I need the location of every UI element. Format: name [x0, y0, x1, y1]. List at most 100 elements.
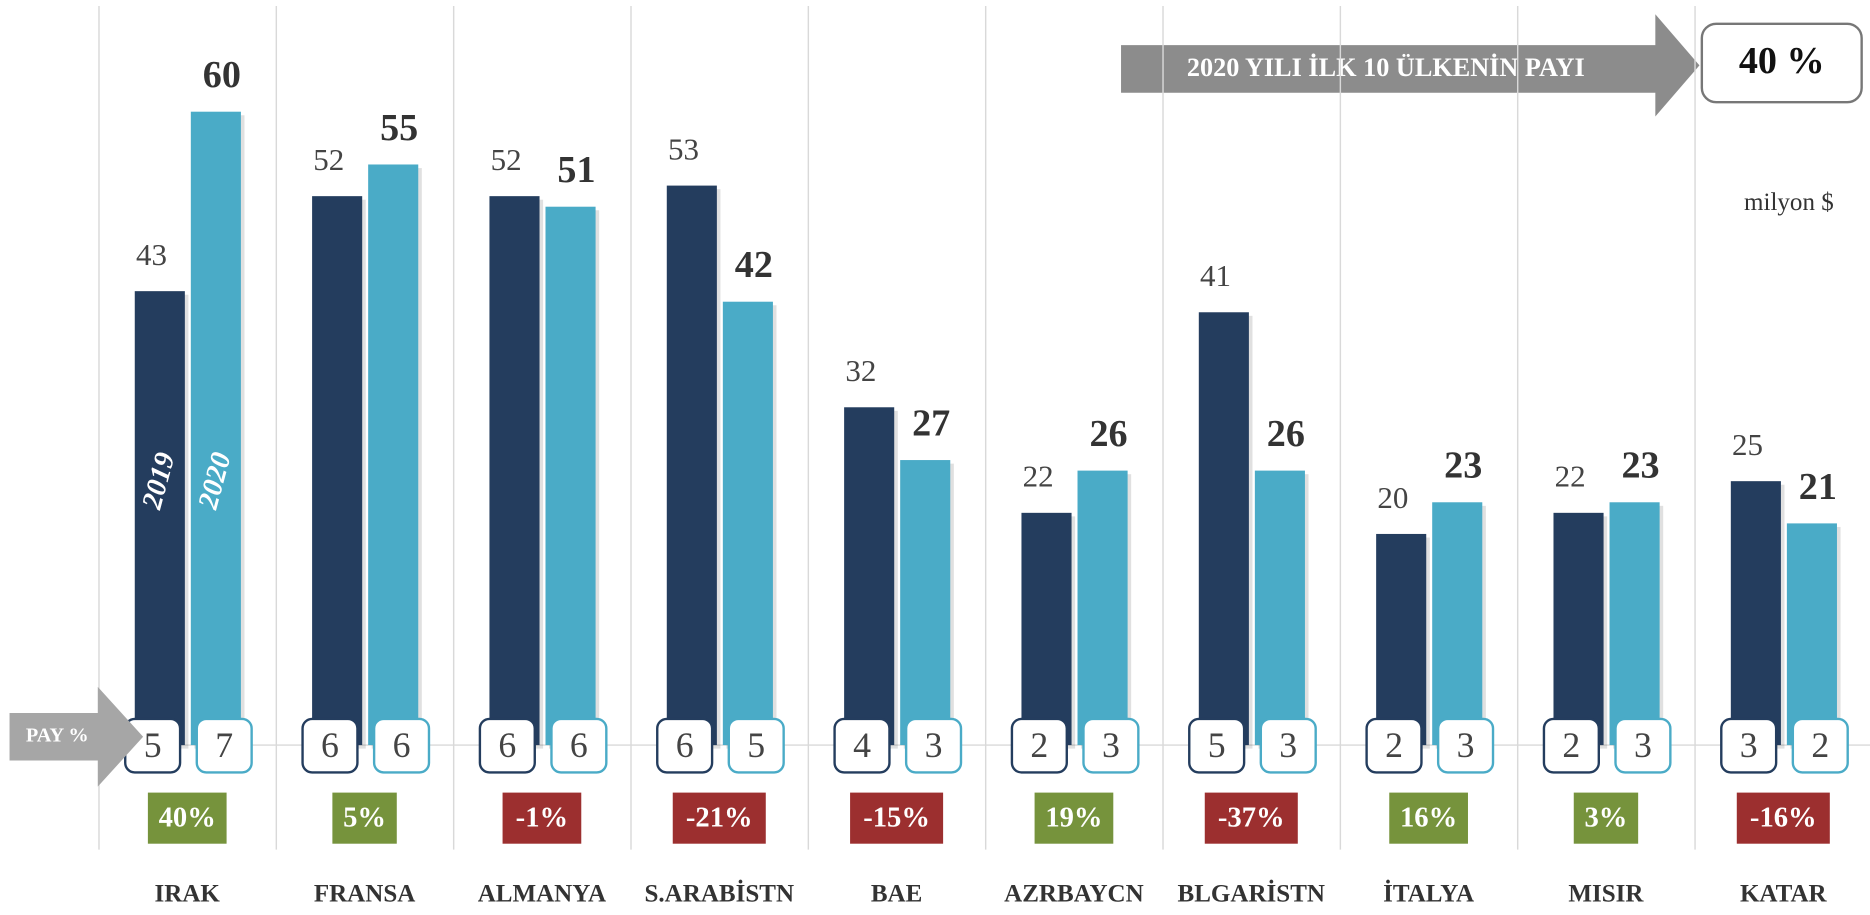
change-label: 3% — [1584, 803, 1627, 834]
share-box — [656, 717, 714, 774]
share-box — [1791, 717, 1849, 774]
bar — [134, 291, 185, 746]
bar — [190, 111, 241, 746]
change-label: -16% — [1750, 803, 1817, 834]
bar — [545, 206, 596, 746]
share-value: 3 — [1634, 725, 1652, 765]
value-label: 23 — [1621, 445, 1659, 487]
headline-arrow — [1121, 14, 1700, 117]
bar — [368, 164, 419, 746]
value-label: 26 — [1089, 413, 1127, 455]
change-box — [147, 792, 227, 844]
headline-box — [1700, 22, 1863, 104]
change-label: -15% — [863, 803, 930, 834]
share-value: 5 — [1208, 725, 1226, 765]
share-box — [301, 717, 359, 774]
share-value: 7 — [215, 725, 233, 765]
share-box — [1614, 717, 1672, 774]
category-label: MISIR — [1568, 881, 1644, 908]
bar — [1254, 470, 1305, 746]
unit-label: milyon $ — [1744, 189, 1834, 216]
bar — [1553, 512, 1604, 746]
value-label: 20 — [1377, 480, 1408, 515]
value-label: 52 — [491, 142, 522, 177]
share-label: PAY % — [26, 724, 89, 746]
value-label: 32 — [845, 353, 876, 388]
change-box — [332, 792, 397, 844]
share-box — [195, 717, 253, 774]
share-value: 4 — [853, 725, 871, 765]
bar — [1376, 533, 1427, 746]
share-value: 2 — [1385, 725, 1403, 765]
share-box — [1010, 717, 1068, 774]
category-label: ALMANYA — [478, 881, 606, 908]
value-label: 41 — [1200, 258, 1231, 293]
change-box — [850, 792, 944, 844]
category-label: KATAR — [1740, 881, 1828, 908]
share-value: 3 — [925, 725, 943, 765]
share-value: 6 — [676, 725, 694, 765]
bar — [1730, 481, 1781, 746]
bar — [900, 460, 951, 746]
value-label: 22 — [1555, 459, 1586, 494]
share-box — [1436, 717, 1495, 774]
bar — [1198, 312, 1249, 746]
share-box — [727, 717, 785, 774]
share-value: 3 — [1457, 725, 1475, 765]
change-label: -21% — [686, 803, 753, 834]
share-value: 2 — [1811, 725, 1829, 765]
category-label: FRANSA — [314, 881, 416, 908]
change-box — [672, 792, 766, 844]
bar — [489, 196, 540, 746]
change-label: 5% — [343, 803, 386, 834]
change-label: 19% — [1045, 803, 1102, 834]
change-box — [1389, 792, 1468, 844]
share-box — [1188, 717, 1246, 774]
category-label: IRAK — [155, 881, 221, 908]
change-label: -1% — [516, 803, 568, 834]
share-box — [1365, 717, 1423, 774]
value-label: 26 — [1267, 413, 1305, 455]
change-label: 40% — [159, 803, 216, 834]
category-label: İTALYA — [1383, 880, 1474, 908]
share-value: 5 — [747, 725, 765, 765]
change-box — [1736, 792, 1830, 844]
bar — [1432, 502, 1483, 746]
share-value: 6 — [321, 725, 339, 765]
value-label: 60 — [203, 54, 241, 96]
share-value: 2 — [1562, 725, 1580, 765]
share-value: 6 — [393, 725, 411, 765]
value-label: 43 — [136, 237, 167, 272]
share-box — [833, 717, 891, 774]
share-box — [372, 717, 431, 774]
share-box — [1259, 717, 1317, 774]
bar — [1609, 502, 1660, 746]
share-value: 3 — [1102, 725, 1120, 765]
value-label: 51 — [557, 149, 595, 191]
value-label: 25 — [1732, 427, 1763, 462]
change-box — [1573, 792, 1639, 844]
value-label: 22 — [1023, 459, 1054, 494]
share-box — [1542, 717, 1600, 774]
bar — [722, 301, 773, 746]
value-label: 55 — [380, 107, 418, 149]
headline-text: 2020 YILI İLK 10 ÜLKENİN PAYI — [1187, 53, 1585, 82]
change-box — [1034, 792, 1114, 844]
value-label: 27 — [912, 403, 950, 445]
headline-value: 40 % — [1739, 40, 1825, 82]
bar — [844, 407, 895, 746]
change-label: -37% — [1218, 803, 1285, 834]
share-value: 5 — [144, 725, 162, 765]
value-label: 53 — [668, 131, 699, 166]
category-label: BAE — [871, 881, 922, 908]
value-label: 52 — [313, 142, 344, 177]
change-box — [502, 792, 582, 844]
value-label: 23 — [1444, 445, 1482, 487]
share-box — [904, 717, 963, 774]
plot: 4352019607202040%IRAK5265565%FRANSA52651… — [98, 5, 1870, 908]
share-value: 6 — [498, 725, 516, 765]
share-arrow — [9, 686, 144, 787]
bar — [1786, 523, 1837, 746]
bar — [666, 185, 717, 746]
